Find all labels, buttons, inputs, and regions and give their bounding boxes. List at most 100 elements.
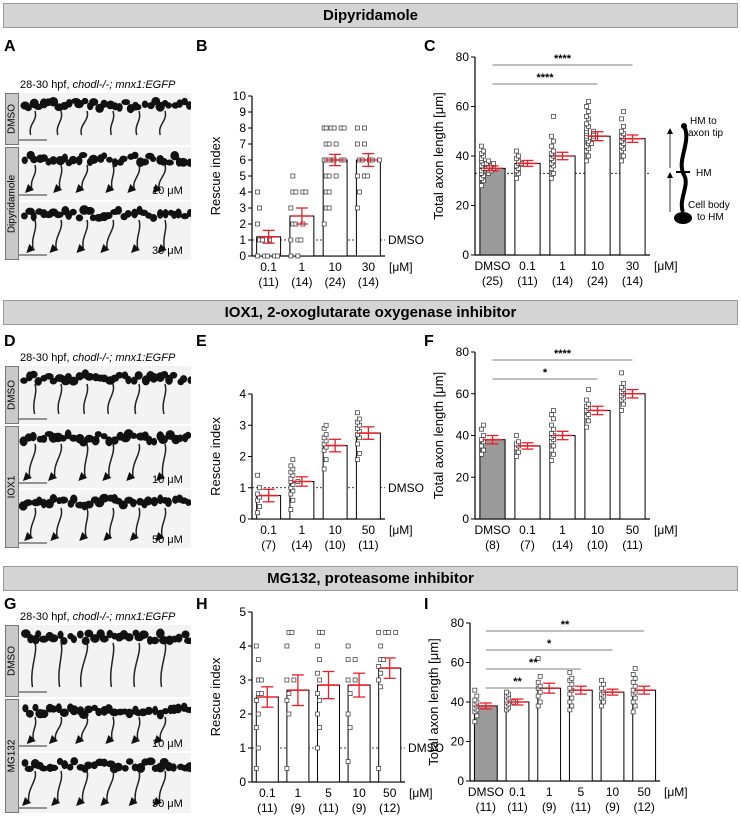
bar — [473, 705, 498, 782]
data-point — [291, 677, 297, 683]
data-point — [481, 439, 486, 445]
category-label: 10 — [328, 523, 342, 537]
data-point — [377, 157, 382, 163]
data-point — [288, 479, 294, 484]
data-point — [551, 158, 556, 164]
data-point — [516, 170, 521, 176]
y-tick-label: 4 — [239, 639, 246, 653]
bar — [289, 481, 315, 520]
y-tick-label: 3 — [239, 201, 246, 215]
n-label: (14) — [291, 538, 312, 552]
data-point — [323, 157, 329, 163]
data-point — [551, 426, 556, 432]
y-axis-label: Total axon length [μm] — [426, 638, 441, 765]
data-point — [378, 657, 384, 662]
side-label-dmso-g: DMSO — [5, 625, 19, 697]
y-tick-label: 80 — [456, 345, 470, 359]
category-label: 30 — [626, 259, 640, 273]
significance-label: **** — [554, 53, 572, 65]
data-point — [551, 153, 556, 159]
side-label-dmso-d: DMSO — [5, 366, 19, 424]
data-point — [584, 408, 589, 413]
data-point — [317, 725, 322, 730]
data-point — [481, 422, 486, 428]
data-point — [537, 699, 543, 705]
bar — [514, 445, 541, 520]
conc-label-a-30: 30 μM — [152, 245, 183, 257]
conc-label-a-10: 10 μM — [152, 185, 183, 197]
data-point — [516, 449, 521, 455]
data-point — [284, 698, 290, 703]
data-point — [331, 125, 337, 131]
category-label: 1 — [299, 523, 306, 537]
data-point — [514, 433, 519, 438]
data-point — [630, 687, 636, 693]
data-point — [321, 125, 327, 131]
bar — [549, 155, 576, 256]
data-point — [355, 205, 360, 211]
data-point — [317, 657, 322, 662]
unit-label: [μM] — [654, 259, 678, 273]
data-point — [320, 630, 325, 635]
data-point — [376, 664, 382, 669]
significance-label: ** — [513, 676, 522, 688]
data-point — [504, 703, 509, 709]
data-point — [551, 437, 556, 443]
data-point — [621, 387, 626, 392]
data-point — [321, 466, 327, 472]
y-tick-label: 0 — [462, 248, 469, 262]
data-point — [621, 131, 626, 137]
data-point — [290, 482, 296, 487]
data-point — [474, 713, 480, 719]
data-point — [255, 491, 260, 497]
data-point — [355, 457, 360, 462]
significance-label: ** — [529, 657, 538, 669]
data-point — [472, 687, 478, 693]
data-point — [551, 443, 556, 449]
data-point — [599, 677, 604, 683]
data-point — [506, 695, 511, 701]
category-label: 1 — [295, 786, 302, 800]
data-point — [599, 691, 604, 697]
category-label: DMSO — [475, 259, 511, 273]
data-point — [355, 125, 360, 131]
data-point — [479, 158, 484, 164]
data-point — [290, 221, 296, 227]
data-point — [535, 703, 541, 709]
y-tick-label: 80 — [451, 616, 465, 630]
data-point — [486, 163, 491, 169]
data-point — [514, 156, 519, 161]
unit-label: [μM] — [389, 523, 413, 537]
data-point — [584, 104, 589, 109]
data-point — [355, 419, 360, 425]
data-point — [286, 630, 292, 635]
n-label: (24) — [587, 274, 608, 288]
data-point — [535, 656, 541, 661]
data-point — [567, 670, 573, 675]
data-point — [621, 391, 626, 397]
data-point — [514, 454, 519, 459]
micrograph-d-row2 — [5, 426, 191, 488]
data-point — [295, 479, 301, 484]
n-label: (9) — [542, 800, 557, 814]
bar — [355, 159, 381, 257]
significance-label: **** — [554, 348, 572, 360]
category-label: DMSO — [475, 523, 511, 537]
n-label: (11) — [476, 800, 496, 814]
data-point — [345, 677, 351, 683]
data-point — [621, 123, 626, 129]
y-tick-label: 3 — [239, 418, 246, 432]
data-point — [619, 138, 624, 144]
y-tick-label: 0 — [239, 512, 246, 526]
data-point — [472, 709, 478, 715]
bar — [322, 159, 348, 257]
data-point — [591, 131, 596, 137]
data-point — [549, 156, 554, 161]
data-point — [323, 457, 329, 462]
chart-F-group: 0 20 40 60 80 Total axon length [μm] DMSO(8) 0.… — [431, 345, 678, 552]
n-label: (24) — [324, 275, 345, 289]
data-point — [619, 370, 624, 376]
data-point — [347, 725, 353, 730]
bar — [505, 701, 530, 782]
